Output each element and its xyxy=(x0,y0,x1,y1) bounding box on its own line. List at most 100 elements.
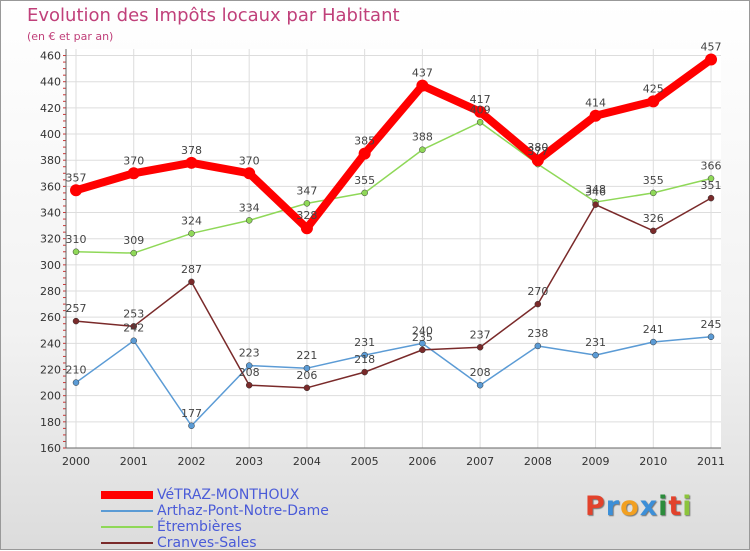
data-label: 355 xyxy=(643,174,664,187)
data-label: 177 xyxy=(181,407,202,420)
data-point xyxy=(361,368,368,376)
y-tick-label: 260 xyxy=(40,311,61,324)
data-label: 231 xyxy=(354,336,375,349)
data-point xyxy=(419,146,426,153)
data-label: 370 xyxy=(123,154,144,167)
data-label: 238 xyxy=(527,327,548,340)
data-point xyxy=(188,422,195,430)
data-point xyxy=(127,167,140,180)
proxiti-logo: Proxiti xyxy=(585,491,693,522)
data-label: 409 xyxy=(470,103,491,116)
data-label: 237 xyxy=(470,328,491,341)
data-label: 414 xyxy=(585,97,606,110)
data-point xyxy=(245,381,253,389)
data-label: 218 xyxy=(354,353,375,366)
legend-swatch-vetraz xyxy=(101,491,153,499)
logo-letter: t xyxy=(668,491,683,522)
logo-letter: x xyxy=(639,491,659,522)
y-tick-label: 320 xyxy=(40,233,61,246)
data-point xyxy=(188,230,195,237)
data-point xyxy=(245,362,253,369)
data-label: 208 xyxy=(470,366,491,379)
data-label: 357 xyxy=(66,171,87,184)
series-line-1 xyxy=(75,336,712,427)
data-point xyxy=(705,53,718,66)
data-label: 378 xyxy=(181,144,202,157)
data-label: 457 xyxy=(701,40,722,53)
legend-swatch-etrembieres xyxy=(101,526,153,528)
data-label: 346 xyxy=(585,186,606,199)
data-point xyxy=(474,105,487,118)
y-tick-label: 460 xyxy=(40,50,61,63)
x-tick-label: 2001 xyxy=(120,455,148,468)
data-point xyxy=(130,323,137,330)
data-point xyxy=(361,189,368,197)
logo-letter: r xyxy=(605,491,621,522)
y-tick-label: 360 xyxy=(40,180,61,193)
data-label: 324 xyxy=(181,214,202,227)
data-point xyxy=(476,344,484,351)
data-point xyxy=(358,147,371,160)
data-label: 242 xyxy=(123,322,144,335)
data-label: 241 xyxy=(643,323,664,336)
data-point xyxy=(303,384,311,392)
data-label: 355 xyxy=(354,174,375,187)
x-tick-label: 2002 xyxy=(177,455,205,468)
x-tick-label: 2009 xyxy=(582,455,610,468)
data-point xyxy=(650,189,657,197)
data-point xyxy=(534,342,542,350)
y-tick-label: 200 xyxy=(40,390,61,403)
data-label: 351 xyxy=(701,179,722,192)
logo-letter: i xyxy=(658,491,669,522)
data-point xyxy=(188,278,195,286)
data-point xyxy=(592,351,599,359)
logo-letter: P xyxy=(585,491,606,522)
data-point xyxy=(72,248,80,256)
data-point xyxy=(72,317,80,325)
data-point xyxy=(361,351,368,359)
data-point xyxy=(589,109,602,122)
y-tick-label: 180 xyxy=(40,416,61,429)
data-point xyxy=(70,184,82,197)
data-label: 366 xyxy=(701,160,722,173)
data-label: 235 xyxy=(412,331,433,344)
data-label: 380 xyxy=(527,141,548,154)
data-point xyxy=(419,346,426,354)
y-tick-label: 160 xyxy=(40,442,61,455)
data-point xyxy=(303,200,311,207)
data-point xyxy=(72,379,80,386)
data-label: 210 xyxy=(66,364,87,377)
legend-label-cranves: Cranves-Sales xyxy=(157,535,257,551)
series-line-2 xyxy=(75,121,712,254)
legend-swatch-arthaz xyxy=(101,510,153,512)
data-label: 377 xyxy=(527,145,548,158)
data-label: 388 xyxy=(412,131,433,144)
data-label: 253 xyxy=(123,307,144,320)
legend-label-etrembieres: Étrembières xyxy=(157,519,242,535)
x-tick-label: 2011 xyxy=(697,455,725,468)
logo-letter: i xyxy=(682,491,693,522)
data-label: 309 xyxy=(123,234,144,247)
data-point xyxy=(130,337,137,344)
x-tick-label: 2003 xyxy=(235,455,263,468)
logo-letter: o xyxy=(620,491,640,522)
data-point xyxy=(534,300,542,308)
data-label: 310 xyxy=(66,233,87,246)
data-point xyxy=(650,338,657,346)
data-point xyxy=(419,340,426,347)
data-label: 328 xyxy=(296,209,317,222)
x-tick-label: 2000 xyxy=(62,455,90,468)
data-label: 240 xyxy=(412,324,433,337)
series-line-3 xyxy=(75,197,712,389)
y-tick-label: 380 xyxy=(40,154,61,167)
data-point xyxy=(303,364,311,372)
data-point xyxy=(592,201,599,208)
data-label: 348 xyxy=(585,183,606,196)
data-label: 257 xyxy=(66,302,87,315)
data-label: 208 xyxy=(239,366,260,379)
legend-swatch-cranves xyxy=(101,542,153,544)
data-point xyxy=(647,95,660,108)
data-label: 223 xyxy=(239,347,260,360)
